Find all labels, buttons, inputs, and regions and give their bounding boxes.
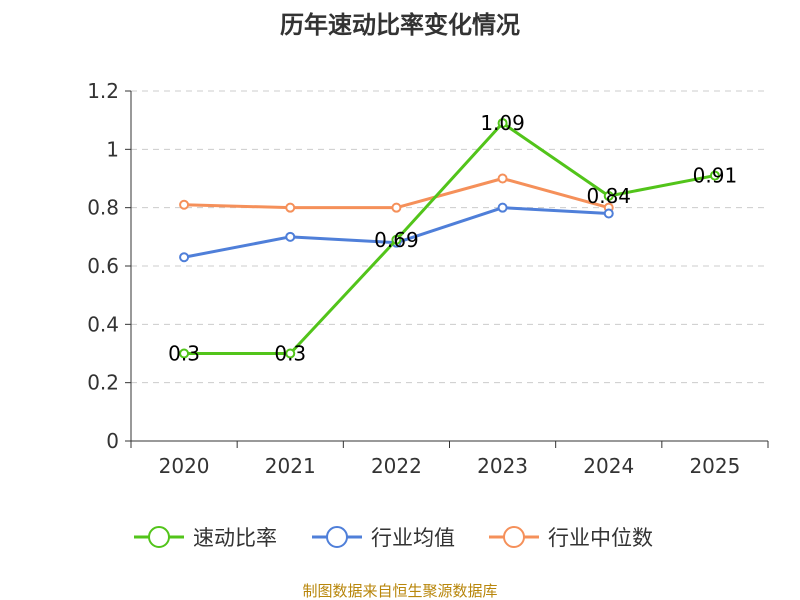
series-group (179, 118, 720, 359)
x-tick-label: 2025 (689, 454, 740, 478)
series-line (184, 121, 716, 355)
legend-item[interactable]: 行业均值 (312, 526, 455, 550)
data-point (285, 348, 296, 359)
y-tick-label: 1 (106, 137, 119, 161)
x-tick-label: 2024 (583, 454, 634, 478)
data-point (497, 118, 508, 129)
x-tick-label: 2023 (477, 454, 528, 478)
data-point (179, 199, 190, 210)
data-point (179, 252, 190, 263)
chart-title: 历年速动比率变化情况 (280, 11, 520, 39)
data-point (603, 208, 614, 219)
y-tick-label: 0.8 (87, 196, 119, 220)
data-point (497, 202, 508, 213)
source-note: 制图数据来自恒生聚源数据库 (302, 582, 497, 600)
legend-marker (148, 526, 170, 548)
y-tick-label: 0.4 (87, 312, 119, 336)
data-point (709, 170, 720, 181)
data-point (285, 202, 296, 213)
legend[interactable]: 速动比率 行业均值 行业中位数 (134, 526, 653, 550)
legend-item[interactable]: 速动比率 (134, 526, 277, 550)
data-label: 0.3 (168, 342, 200, 366)
legend-label: 速动比率 (193, 526, 277, 550)
data-point (285, 231, 296, 242)
legend-item[interactable]: 行业中位数 (489, 526, 653, 550)
legend-marker (326, 526, 348, 548)
x-axis-ticks: 2020 2021 2022 2023 2024 2025 (130, 441, 769, 478)
y-tick-label: 0.6 (87, 254, 119, 278)
data-label: 0.3 (274, 342, 306, 366)
data-point (179, 348, 190, 359)
data-point (391, 234, 402, 245)
x-tick-label: 2020 (159, 454, 210, 478)
y-tick-label: 0.2 (87, 371, 119, 395)
grid-lines (131, 90, 768, 384)
y-tick-label: 0 (106, 429, 119, 453)
legend-marker (503, 526, 525, 548)
data-label: 0.69 (374, 228, 419, 252)
y-axis-ticks: 0 0.2 0.4 0.6 0.8 1 1.2 (87, 79, 131, 453)
x-tick-label: 2021 (265, 454, 316, 478)
x-tick-label: 2022 (371, 454, 422, 478)
data-label: 1.09 (480, 111, 525, 135)
legend-label: 行业均值 (371, 526, 455, 550)
legend-label: 行业中位数 (548, 526, 653, 550)
data-point (497, 173, 508, 184)
data-label: 0.91 (693, 164, 738, 188)
y-tick-label: 1.2 (87, 79, 119, 103)
data-point (391, 202, 402, 213)
data-label: 0.84 (586, 184, 631, 208)
data-point (603, 191, 614, 201)
data-labels: 0.3 0.3 0.69 1.09 0.84 0.91 (168, 111, 737, 365)
